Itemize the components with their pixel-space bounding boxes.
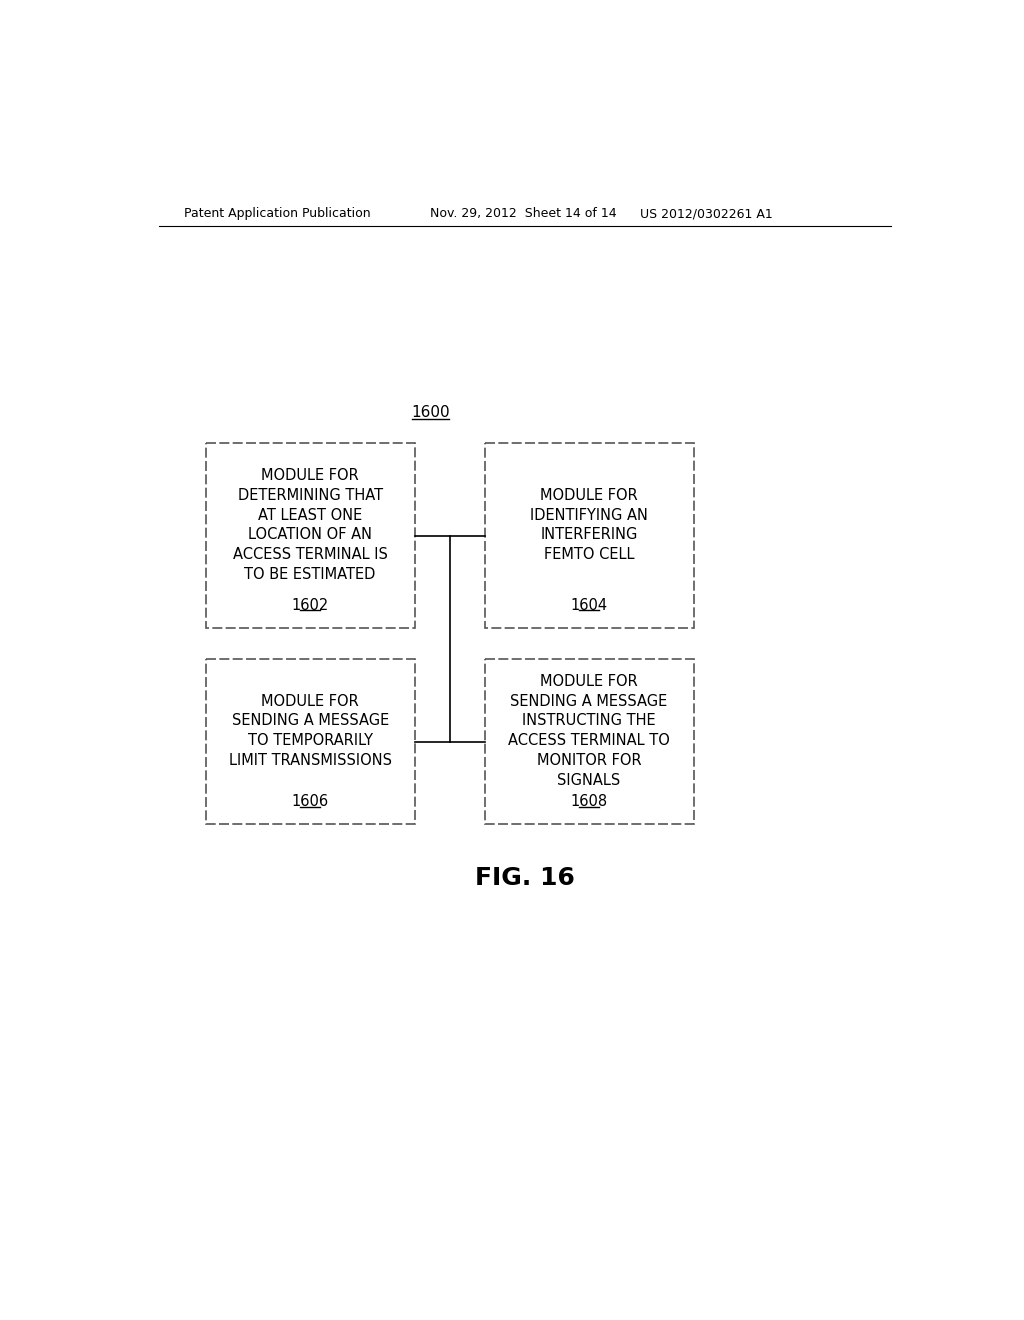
Text: MODULE FOR
DETERMINING THAT
AT LEAST ONE
LOCATION OF AN
ACCESS TERMINAL IS
TO BE: MODULE FOR DETERMINING THAT AT LEAST ONE… [232, 467, 387, 582]
Text: US 2012/0302261 A1: US 2012/0302261 A1 [640, 207, 772, 220]
Text: FIG. 16: FIG. 16 [475, 866, 574, 891]
Text: 1600: 1600 [411, 405, 450, 420]
Text: 1606: 1606 [292, 793, 329, 809]
Text: MODULE FOR
SENDING A MESSAGE
INSTRUCTING THE
ACCESS TERMINAL TO
MONITOR FOR
SIGN: MODULE FOR SENDING A MESSAGE INSTRUCTING… [508, 675, 670, 788]
Bar [484, 444, 693, 628]
Text: Patent Application Publication: Patent Application Publication [183, 207, 371, 220]
Text: Nov. 29, 2012  Sheet 14 of 14: Nov. 29, 2012 Sheet 14 of 14 [430, 207, 616, 220]
Text: MODULE FOR
SENDING A MESSAGE
TO TEMPORARILY
LIMIT TRANSMISSIONS: MODULE FOR SENDING A MESSAGE TO TEMPORAR… [228, 694, 391, 768]
Bar [206, 444, 415, 628]
Text: 1604: 1604 [570, 598, 607, 612]
Text: 1608: 1608 [570, 793, 607, 809]
Bar [206, 659, 415, 825]
Text: MODULE FOR
IDENTIFYING AN
INTERFERING
FEMTO CELL: MODULE FOR IDENTIFYING AN INTERFERING FE… [530, 487, 648, 562]
Bar [484, 659, 693, 825]
Text: 1602: 1602 [292, 598, 329, 612]
